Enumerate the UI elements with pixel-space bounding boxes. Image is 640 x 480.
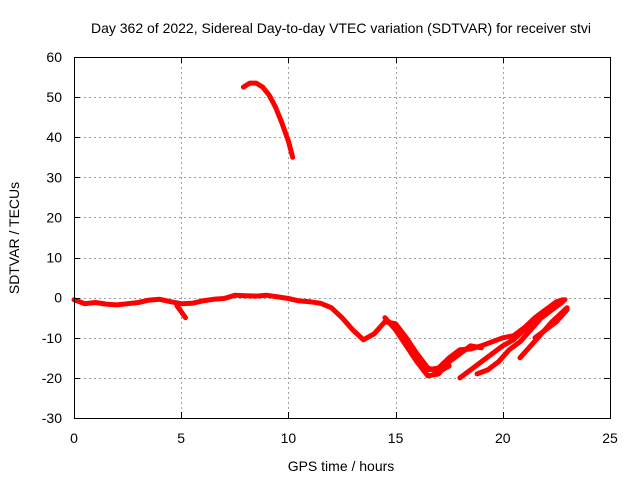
chart-title: Day 362 of 2022, Sidereal Day-to-day VTE… (91, 20, 591, 36)
series-track-e (474, 299, 566, 377)
y-tick-label: 10 (46, 250, 62, 266)
y-tick-label: -30 (42, 410, 62, 426)
y-tick-label: 50 (46, 89, 62, 105)
grid-lines (74, 57, 610, 418)
y-tick-label: 0 (54, 290, 62, 306)
series-main-track (71, 292, 452, 375)
axis-ticks (74, 57, 611, 419)
tick-labels: 0 5 10 15 20 25 -30 -20 -10 0 10 20 30 40 50 60 (42, 49, 618, 446)
y-tick-label: -20 (42, 370, 62, 386)
y-tick-label: 20 (46, 209, 62, 225)
series-track-g (532, 307, 570, 341)
x-axis-label: GPS time / hours (288, 458, 395, 474)
series-arc (240, 80, 296, 160)
plot-frame (74, 57, 611, 419)
series-track-d (457, 297, 568, 381)
x-tick-label: 25 (602, 430, 618, 446)
y-axis-label: SDTVAR / TECUs (6, 182, 22, 294)
x-tick-label: 15 (388, 430, 404, 446)
y-tick-label: 60 (46, 49, 62, 65)
x-tick-label: 0 (70, 430, 78, 446)
y-tick-label: -10 (42, 330, 62, 346)
x-tick-label: 20 (495, 430, 511, 446)
y-tick-label: 40 (46, 129, 62, 145)
y-tick-label: 30 (46, 169, 62, 185)
x-tick-label: 10 (281, 430, 297, 446)
x-tick-label: 5 (177, 430, 185, 446)
series-midday-branch (174, 303, 188, 321)
series-layer (71, 80, 570, 381)
